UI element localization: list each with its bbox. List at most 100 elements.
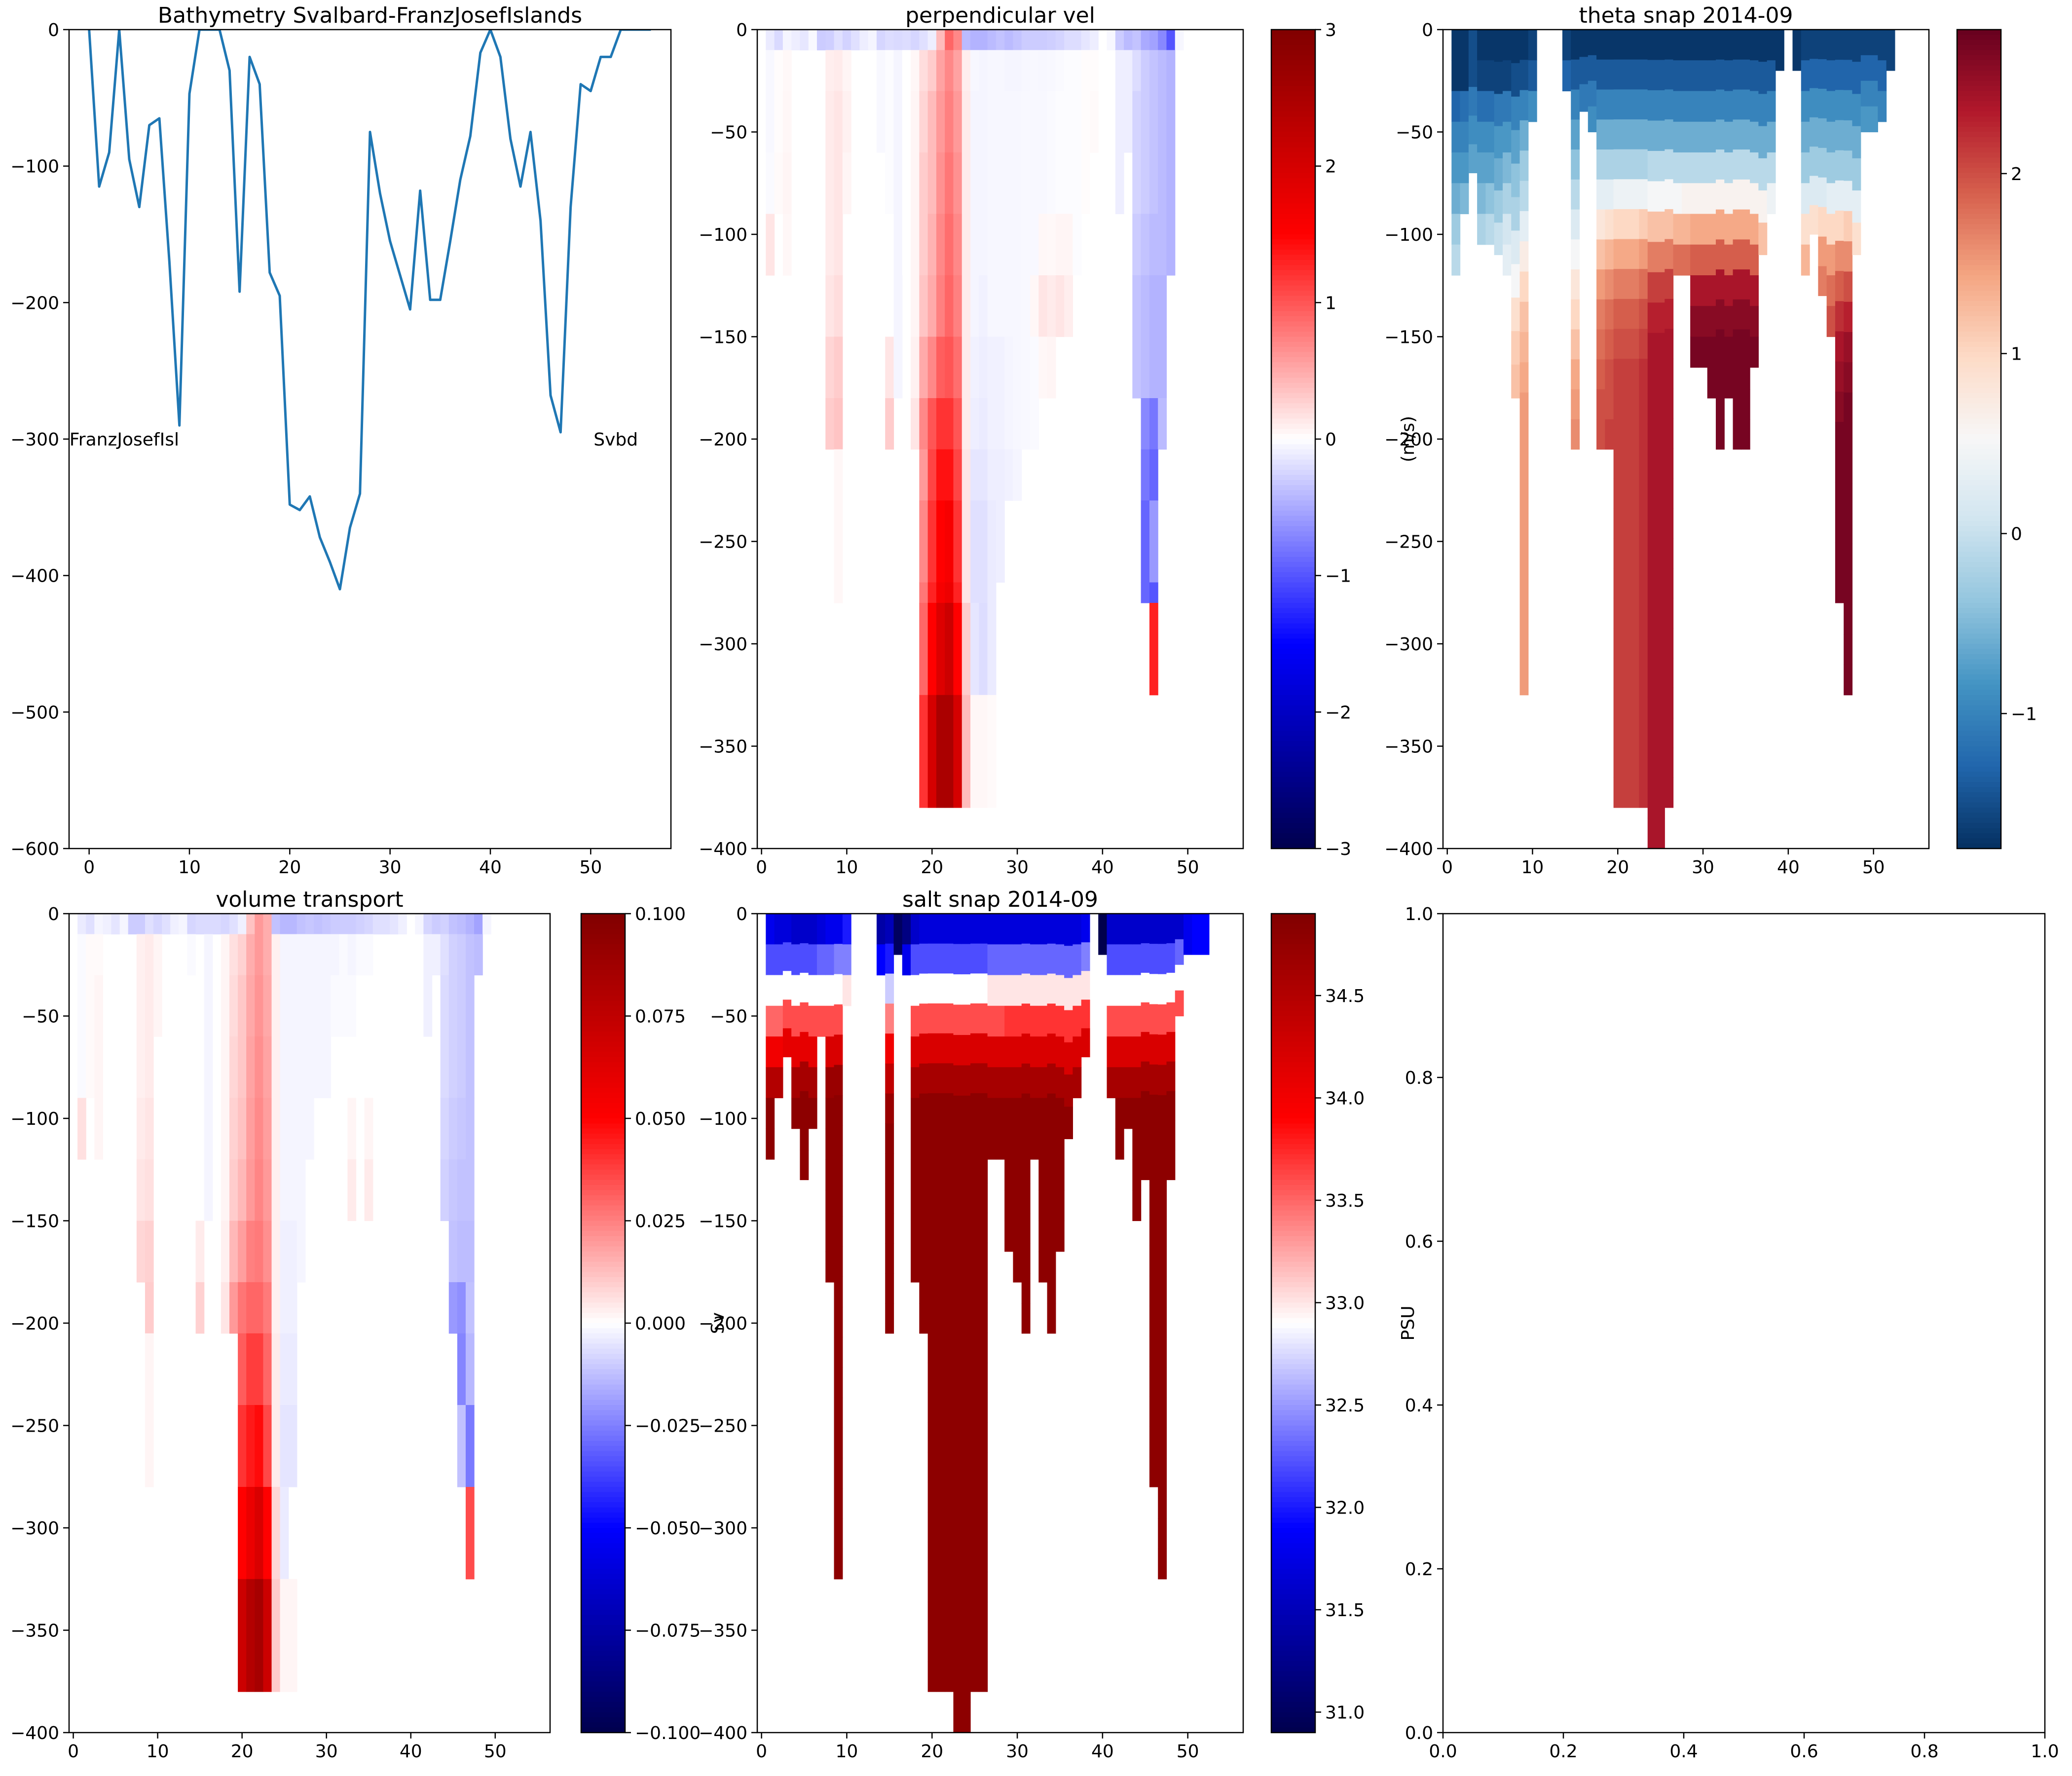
heatmap-cell [440, 975, 449, 1037]
colorbar-swatch [1957, 746, 2001, 752]
heatmap-cell [1021, 1093, 1031, 1124]
x-tick-label: 30 [1692, 857, 1714, 878]
colorbar-swatch [581, 1686, 625, 1692]
heatmap-cell [834, 974, 843, 1005]
heatmap-cell [902, 914, 911, 945]
heatmap-cell [911, 1221, 920, 1252]
heatmap-cell [271, 1221, 281, 1283]
colorbar-swatch [581, 1584, 625, 1590]
heatmap-cell [1647, 727, 1657, 758]
heatmap-cell [246, 975, 255, 1037]
heatmap-cell [1519, 301, 1529, 333]
heatmap-cell [1886, 30, 1895, 71]
x-tick-label: 30 [1006, 857, 1029, 878]
colorbar-swatch [1957, 720, 2001, 726]
colorbar-swatch [1957, 628, 2001, 634]
heatmap-cell [953, 582, 962, 603]
heatmap-cell [1132, 975, 1142, 1006]
heatmap-cell [1519, 392, 1529, 423]
heatmap-cell [936, 1213, 945, 1243]
heatmap-cell [221, 1036, 230, 1099]
heatmap-cell [1869, 80, 1878, 107]
colorbar-tick-label: −0.075 [635, 1621, 701, 1641]
colorbar-swatch [581, 1041, 625, 1047]
colorbar-swatch [1271, 1625, 1315, 1631]
heatmap-cell [1724, 306, 1734, 337]
heatmap-cell [1013, 1159, 1022, 1190]
colorbar-swatch [1957, 567, 2001, 573]
heatmap-cell [1733, 239, 1742, 270]
heatmap-cell [1733, 59, 1742, 90]
colorbar-swatch [1957, 168, 2001, 174]
heatmap-cell [962, 1399, 971, 1430]
heatmap-cell [979, 449, 988, 501]
colorbar-swatch [1271, 203, 1315, 210]
heatmap-cell [1605, 119, 1614, 150]
heatmap-cell [1158, 1367, 1167, 1398]
heatmap-cell [919, 1303, 928, 1334]
heatmap-cell [331, 914, 339, 935]
heatmap-cell [834, 1125, 843, 1156]
heatmap-cell [987, 214, 997, 276]
heatmap-cell [927, 275, 937, 337]
heatmap-cell [911, 975, 920, 1006]
heatmap-cell [825, 1251, 835, 1283]
heatmap-cell [834, 1397, 843, 1428]
colorbar-swatch [1957, 183, 2001, 189]
heatmap-cell [1166, 1150, 1176, 1181]
colorbar-swatch [1957, 618, 2001, 624]
heatmap-cell [1707, 214, 1716, 245]
heatmap-cell [364, 934, 373, 976]
chart-title: salt snap 2014-09 [902, 887, 1098, 912]
heatmap-cell [1519, 604, 1529, 635]
heatmap-cell [979, 1243, 988, 1273]
heatmap-cell [465, 1333, 475, 1406]
heatmap-cell [791, 30, 801, 51]
heatmap-cell [1519, 483, 1529, 514]
colorbar-swatch [1957, 833, 2001, 839]
heatmap-cell [1630, 777, 1640, 808]
colorbar-swatch [581, 1328, 625, 1334]
y-tick-label: 1.0 [1405, 904, 1433, 925]
colorbar-swatch [1271, 964, 1315, 971]
heatmap-cell [987, 695, 997, 808]
heatmap-cell [347, 914, 357, 935]
heatmap-cell [919, 1183, 928, 1214]
heatmap-cell [1166, 943, 1176, 973]
colorbar-swatch [1271, 224, 1315, 230]
colorbar-swatch [581, 1016, 625, 1022]
colorbar-tick-label: 1 [2011, 344, 2022, 365]
heatmap-cell [465, 1221, 475, 1283]
colorbar-swatch [1271, 444, 1315, 450]
colorbar-swatch [1271, 1123, 1315, 1129]
colorbar-tick-label: −1 [1325, 566, 1351, 587]
colorbar-swatch [581, 1000, 625, 1006]
heatmap-cell [834, 1246, 843, 1277]
heatmap-cell [1158, 974, 1167, 1005]
colorbar-swatch [1271, 526, 1315, 532]
colorbar-swatch [581, 1697, 625, 1702]
heatmap-cell [825, 91, 835, 153]
heatmap-cell [271, 975, 281, 1037]
colorbar-swatch [1957, 521, 2001, 527]
colorbar-swatch [1957, 178, 2001, 184]
heatmap-cell [271, 1487, 281, 1580]
heatmap-cell [911, 336, 920, 399]
heatmap-cell [1878, 91, 1887, 122]
colorbar-swatch [1957, 193, 2001, 199]
colorbar-swatch [1271, 1210, 1315, 1217]
heatmap-cell [1630, 359, 1640, 389]
heatmap-cell [1681, 152, 1691, 184]
heatmap-cell [271, 1282, 281, 1334]
heatmap-cell [1656, 666, 1665, 698]
colorbar-swatch [581, 1221, 625, 1226]
heatmap-cell [1004, 1098, 1014, 1129]
colorbar-swatch [1271, 1477, 1315, 1482]
colorbar-swatch [1271, 1374, 1315, 1380]
colorbar-swatch [1271, 843, 1315, 849]
colorbar-swatch [1271, 1599, 1315, 1605]
heatmap-cell [1665, 59, 1674, 90]
heatmap-cell [919, 500, 928, 583]
heatmap-cell [1141, 972, 1150, 1003]
heatmap-cell [1013, 1036, 1022, 1068]
